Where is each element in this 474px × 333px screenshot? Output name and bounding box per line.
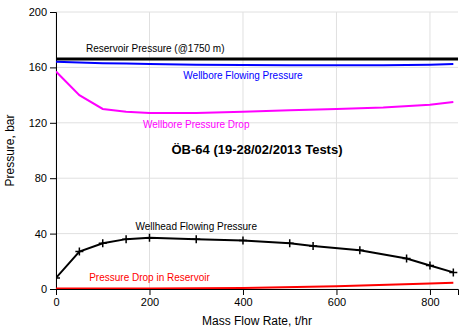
marker bbox=[356, 246, 364, 254]
chart: 0 200 400 600 800 0 40 80 120 160 200 Mass Flow Rat… bbox=[0, 0, 474, 333]
y-tick: 120 bbox=[29, 117, 56, 129]
series-label: Reservoir Pressure (@1750 m) bbox=[86, 43, 225, 54]
x-tick: 800 bbox=[421, 289, 439, 308]
x-tick: 600 bbox=[328, 289, 346, 308]
x-tick-label: 400 bbox=[234, 296, 252, 308]
y-tick-mark bbox=[50, 234, 56, 235]
series-label: Wellbore Flowing Pressure bbox=[183, 70, 303, 81]
x-tick: 200 bbox=[141, 289, 159, 308]
y-tick-mark bbox=[50, 123, 56, 124]
y-tick: 40 bbox=[35, 228, 56, 240]
y-tick-label: 120 bbox=[29, 117, 47, 129]
marker bbox=[426, 261, 434, 269]
y-tick-label: 80 bbox=[35, 172, 47, 184]
y-grid-line bbox=[56, 233, 458, 234]
title: ÖB-64 (19-28/02/2013 Tests) bbox=[171, 142, 342, 157]
y-tick: 80 bbox=[35, 172, 56, 184]
marker bbox=[99, 239, 107, 247]
x-tick-mark bbox=[243, 289, 244, 295]
series-line bbox=[56, 58, 458, 61]
y-axis: 0 40 80 120 160 200 bbox=[29, 6, 57, 295]
x-grid-line bbox=[429, 12, 430, 289]
marker bbox=[403, 255, 411, 263]
y-tick-mark bbox=[50, 289, 56, 290]
plot-area bbox=[56, 59, 458, 288]
marker bbox=[122, 235, 130, 243]
marker bbox=[286, 239, 294, 247]
y-axis-title: Pressure, bar bbox=[3, 114, 17, 186]
x-axis-line bbox=[57, 290, 459, 296]
marker bbox=[449, 268, 457, 276]
y-tick: 0 bbox=[41, 283, 56, 295]
y-grid-line bbox=[56, 67, 458, 68]
y-grid-line bbox=[56, 178, 458, 179]
series-label: Wellbore Pressure Drop bbox=[143, 119, 250, 130]
x-tick-label: 200 bbox=[141, 296, 159, 308]
y-axis-line bbox=[50, 13, 57, 290]
series-label: Pressure Drop in Reservoir bbox=[89, 272, 210, 283]
series-line bbox=[56, 62, 453, 65]
grid bbox=[56, 12, 458, 289]
y-tick-label: 40 bbox=[35, 228, 47, 240]
marker bbox=[145, 234, 153, 242]
y-tick-label: 200 bbox=[29, 6, 47, 18]
y-tick: 160 bbox=[29, 61, 56, 73]
series-line bbox=[56, 283, 453, 289]
marker bbox=[75, 248, 83, 256]
x-tick-mark bbox=[430, 289, 431, 295]
y-tick-label: 0 bbox=[41, 283, 47, 295]
marker bbox=[192, 235, 200, 243]
y-tick-mark bbox=[50, 67, 56, 68]
x-axis: 0 200 400 600 800 bbox=[53, 289, 458, 308]
series-labels: Reservoir Pressure (@1750 m) Wellbore Flo… bbox=[86, 43, 303, 283]
y-grid-line bbox=[56, 12, 458, 13]
x-tick: 400 bbox=[234, 289, 252, 308]
y-tick-mark bbox=[50, 12, 56, 13]
marker bbox=[309, 242, 317, 250]
x-tick-label: 600 bbox=[328, 296, 346, 308]
x-tick-label: 0 bbox=[53, 296, 59, 308]
x-tick-mark bbox=[149, 289, 150, 295]
x-axis-title: Mass Flow Rate, t/hr bbox=[202, 314, 312, 328]
y-tick: 200 bbox=[29, 6, 56, 18]
series-label: Wellhead Flowing Pressure bbox=[135, 221, 257, 232]
marker bbox=[56, 274, 60, 282]
x-tick: 0 bbox=[53, 289, 59, 308]
marker bbox=[239, 237, 247, 245]
y-tick-mark bbox=[50, 178, 56, 179]
y-grid-line bbox=[56, 122, 458, 123]
x-tick-label: 800 bbox=[421, 296, 439, 308]
y-tick-label: 160 bbox=[29, 61, 47, 73]
x-tick-mark bbox=[336, 289, 337, 295]
